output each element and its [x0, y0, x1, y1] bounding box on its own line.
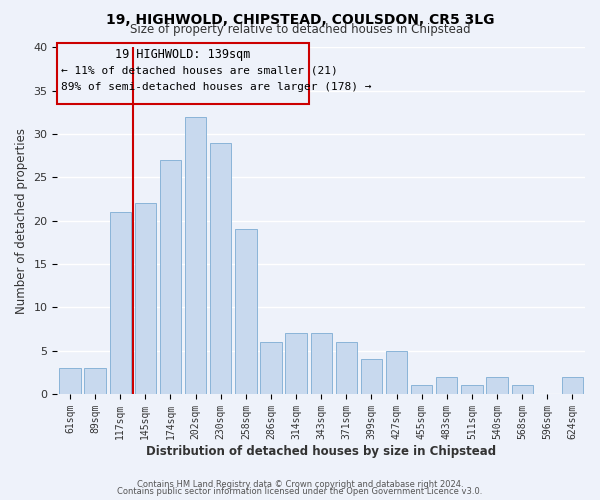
Text: Size of property relative to detached houses in Chipstead: Size of property relative to detached ho…: [130, 24, 470, 36]
Bar: [461, 386, 482, 394]
Bar: [134, 204, 156, 394]
Bar: [335, 342, 357, 394]
Bar: [286, 334, 307, 394]
Text: 19 HIGHWOLD: 139sqm: 19 HIGHWOLD: 139sqm: [115, 48, 251, 60]
Bar: [260, 342, 281, 394]
Text: Contains public sector information licensed under the Open Government Licence v3: Contains public sector information licen…: [118, 487, 482, 496]
Text: 19, HIGHWOLD, CHIPSTEAD, COULSDON, CR5 3LG: 19, HIGHWOLD, CHIPSTEAD, COULSDON, CR5 3…: [106, 12, 494, 26]
Bar: [85, 368, 106, 394]
Bar: [411, 386, 433, 394]
Bar: [210, 142, 232, 394]
Text: ← 11% of detached houses are smaller (21): ← 11% of detached houses are smaller (21…: [61, 66, 338, 76]
Bar: [59, 368, 80, 394]
Bar: [436, 376, 457, 394]
Bar: [562, 376, 583, 394]
Bar: [160, 160, 181, 394]
Bar: [110, 212, 131, 394]
Bar: [386, 350, 407, 394]
Text: 89% of semi-detached houses are larger (178) →: 89% of semi-detached houses are larger (…: [61, 82, 371, 92]
X-axis label: Distribution of detached houses by size in Chipstead: Distribution of detached houses by size …: [146, 444, 496, 458]
Bar: [487, 376, 508, 394]
Bar: [235, 230, 257, 394]
Text: Contains HM Land Registry data © Crown copyright and database right 2024.: Contains HM Land Registry data © Crown c…: [137, 480, 463, 489]
Bar: [512, 386, 533, 394]
Bar: [361, 360, 382, 394]
FancyBboxPatch shape: [58, 43, 308, 104]
Bar: [185, 116, 206, 394]
Bar: [311, 334, 332, 394]
Y-axis label: Number of detached properties: Number of detached properties: [15, 128, 28, 314]
